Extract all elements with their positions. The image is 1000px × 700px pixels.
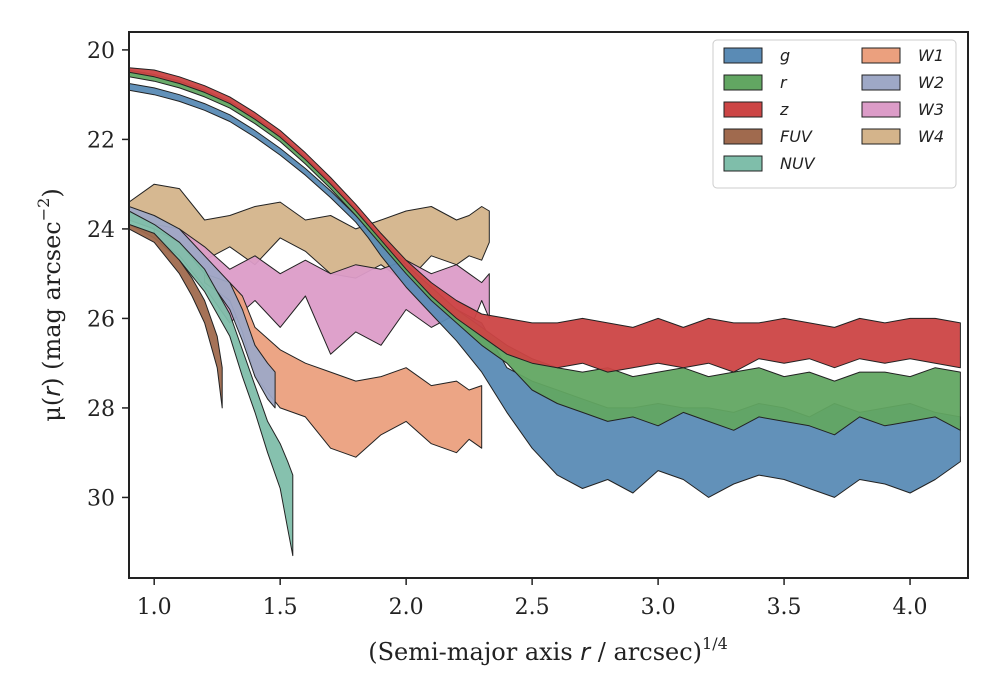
legend-label-nuv: NUV	[780, 154, 816, 173]
x-tick-label: 1.5	[263, 595, 298, 620]
x-tick-label: 3.0	[641, 595, 676, 620]
x-tick-label: 2.0	[389, 595, 424, 620]
legend-swatch-g	[723, 47, 763, 64]
legend-label-g: g	[780, 46, 790, 65]
x-tick-label: 2.5	[515, 595, 550, 620]
y-tick-label: 28	[87, 397, 115, 422]
x-tick-label: 1.0	[137, 595, 172, 620]
x-axis: 1.0 1.5 2.0 2.5 3.0 3.5 4.0	[137, 578, 928, 620]
legend-swatch-w2	[861, 74, 901, 91]
band-fuv	[129, 223, 223, 409]
y-axis: 20 22 24 26 28 30	[87, 39, 129, 511]
legend-swatch-w3	[861, 101, 901, 118]
legend-label-w1: W1	[918, 46, 944, 65]
series-layer	[129, 67, 961, 557]
legend-swatch-w4	[861, 128, 901, 145]
y-tick-label: 20	[87, 39, 115, 64]
legend-swatch-fuv	[723, 128, 763, 145]
legend-swatch-r	[723, 74, 763, 91]
legend-swatch-z	[723, 101, 763, 118]
band-z	[129, 67, 961, 373]
legend-label-fuv: FUV	[780, 127, 813, 146]
legend-label-w3: W3	[918, 100, 944, 119]
x-axis-label: (Semi-major axis r / arcsec)1/4	[368, 634, 728, 666]
legend-label-w2: W2	[918, 73, 944, 92]
y-tick-label: 22	[87, 128, 115, 153]
legend-label-z: z	[779, 100, 789, 119]
legend-swatch-w1	[861, 47, 901, 64]
x-tick-label: 3.5	[767, 595, 802, 620]
legend-label-w4: W4	[918, 127, 944, 146]
legend-swatch-nuv	[723, 155, 763, 172]
x-tick-label: 4.0	[893, 595, 928, 620]
y-tick-label: 24	[87, 218, 115, 243]
plot-frame	[128, 31, 969, 579]
legend-label-r: r	[780, 73, 788, 92]
legend: grz FUV NUV W1 W2 W3 W4	[712, 39, 957, 189]
y-tick-label: 30	[87, 486, 115, 511]
y-tick-label: 26	[87, 307, 115, 332]
band-nuv	[129, 210, 294, 557]
y-axis-label: μ(r) (mag arcsec−2)	[34, 188, 66, 421]
